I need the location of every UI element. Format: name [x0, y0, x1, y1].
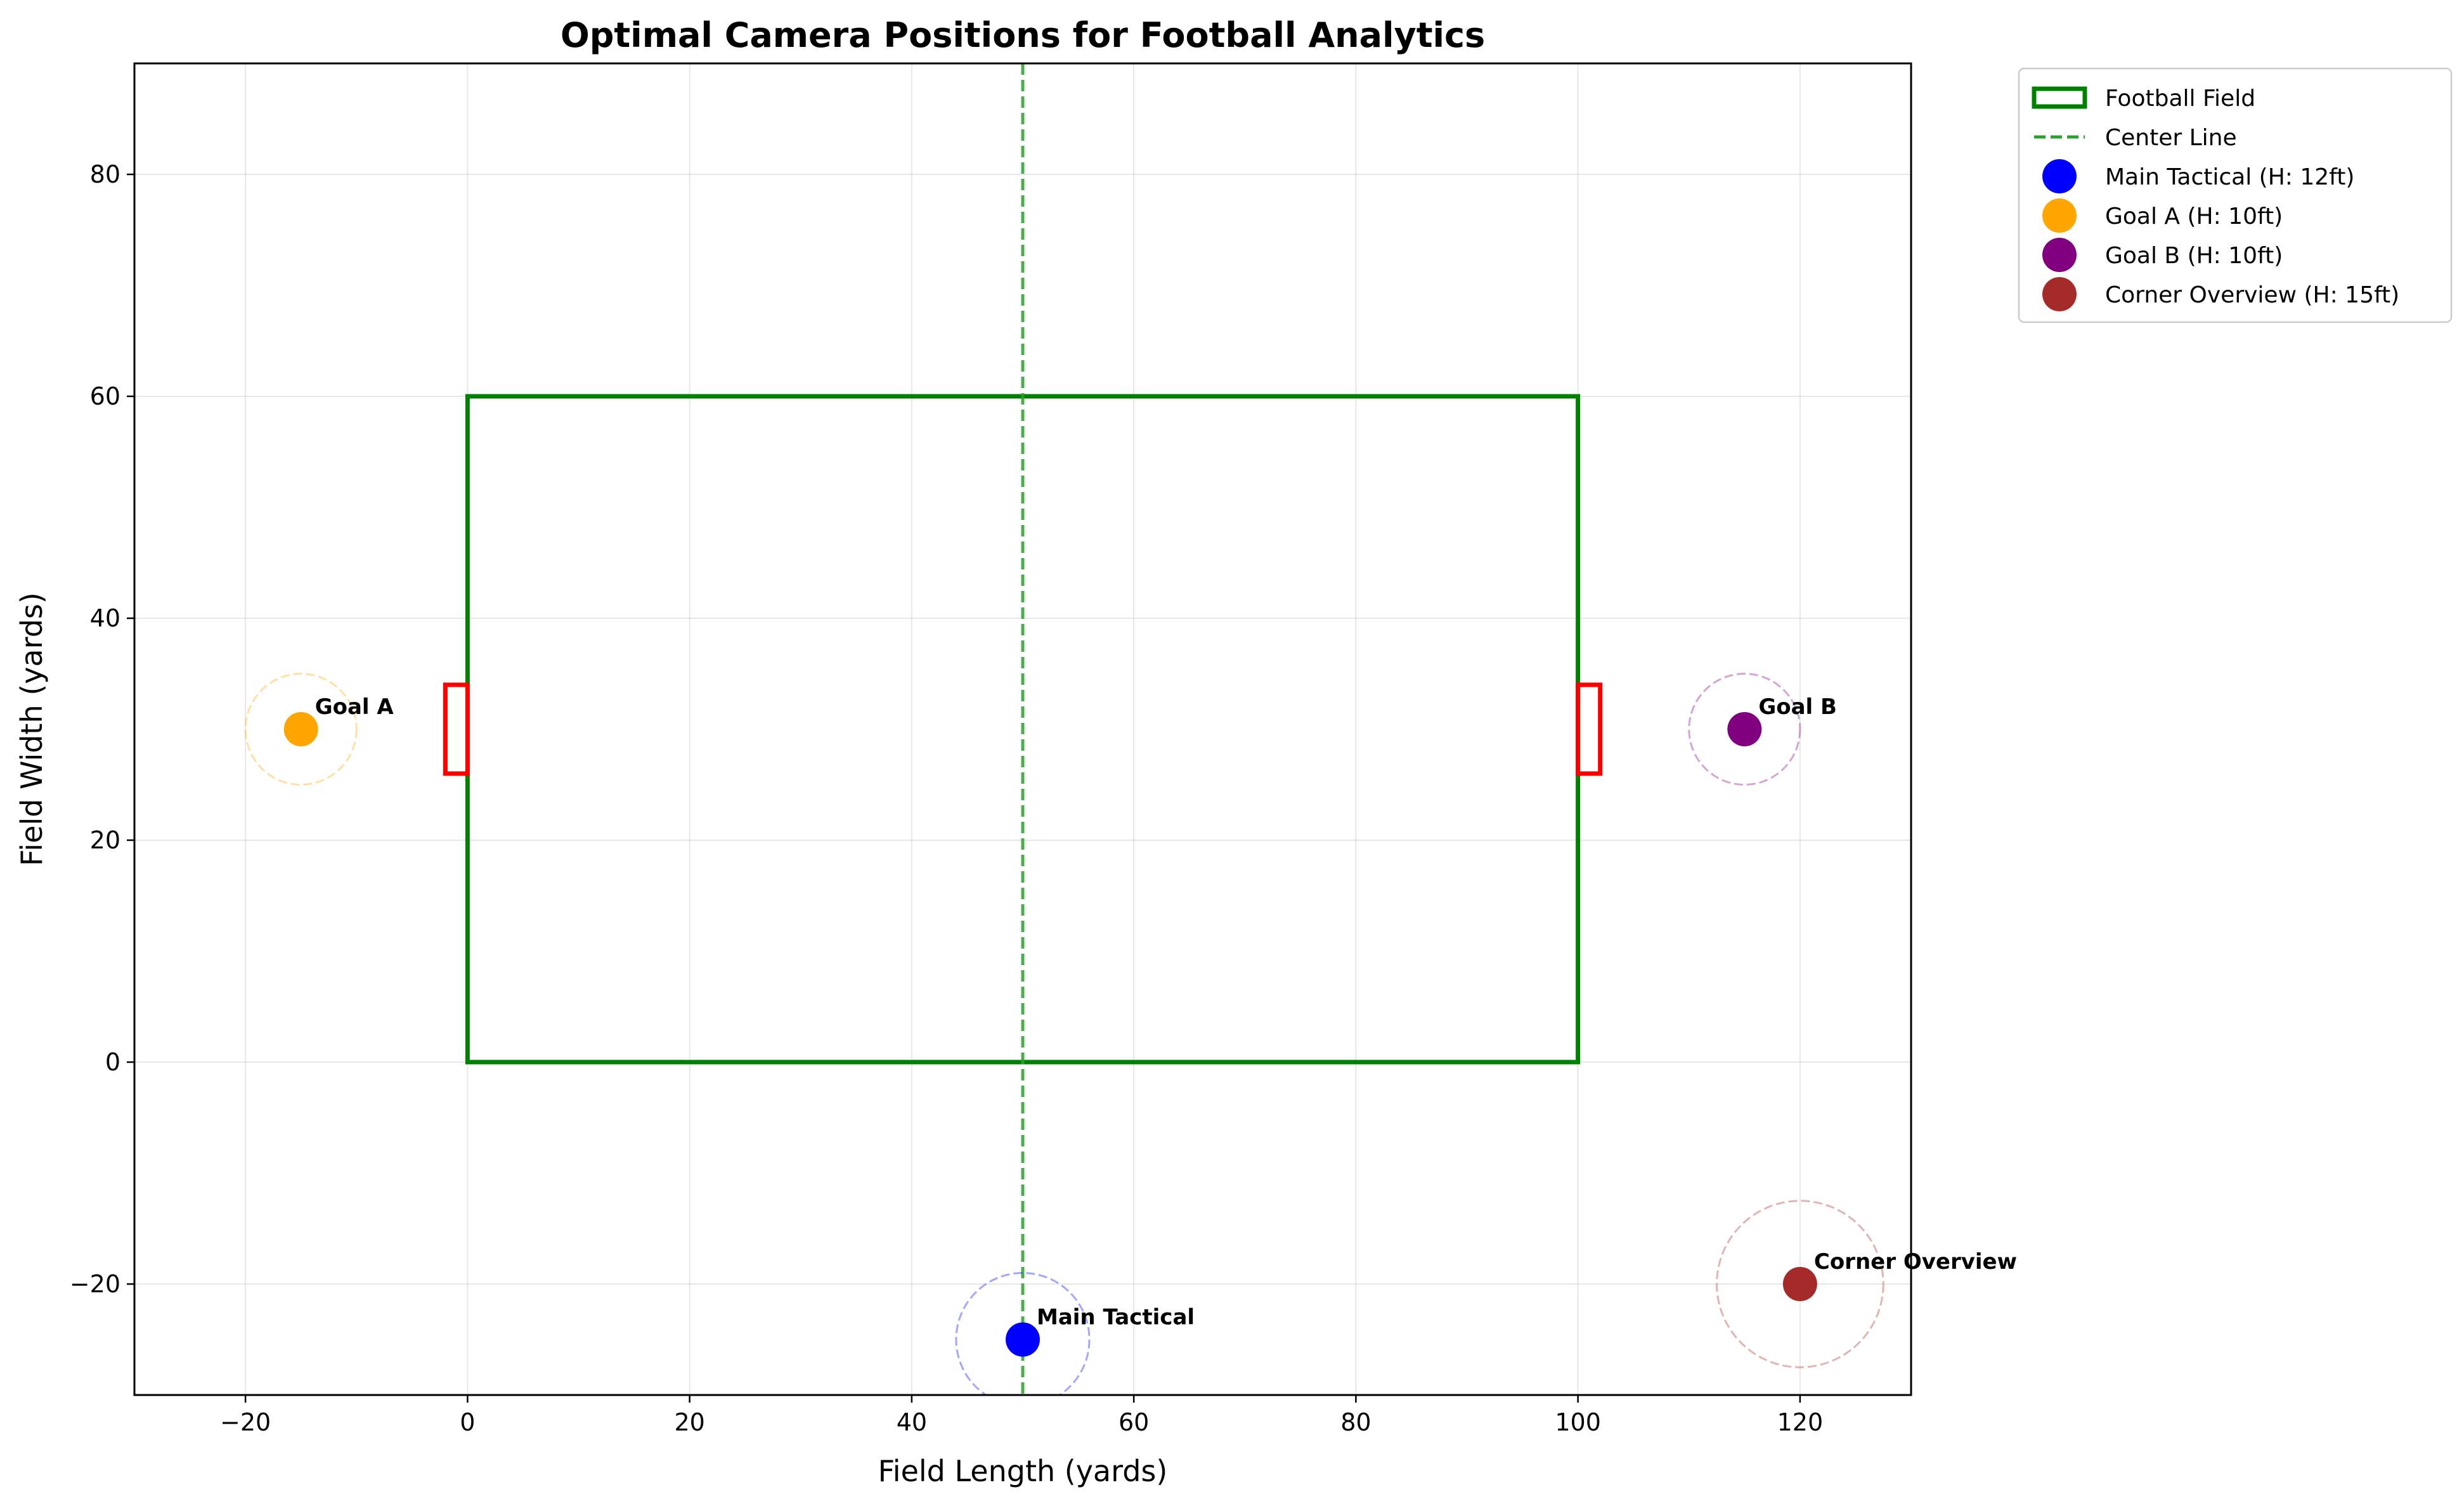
x-tick-label: 120 [1777, 1408, 1824, 1436]
legend-goal-b-marker [2042, 238, 2077, 272]
legend-goal-a-marker [2042, 198, 2077, 233]
x-tick-label: 80 [1340, 1408, 1371, 1436]
legend-center-line-label: Center Line [2105, 125, 2237, 151]
y-tick-label: 60 [90, 382, 120, 410]
y-tick-label: −20 [70, 1270, 120, 1298]
plot-area: Main Tactical Goal A Goal B Corner Overview… [70, 62, 2017, 1436]
x-tick-label: 20 [674, 1408, 704, 1436]
main-tactical-coverage-circle [955, 1272, 1091, 1395]
corner-overview-annotation: Corner Overview [1814, 1249, 2017, 1275]
main-tactical-annotation: Main Tactical [1037, 1305, 1195, 1330]
legend-field-swatch [2032, 86, 2087, 109]
main-tactical-camera-point [1006, 1322, 1040, 1357]
goal-a-box [443, 682, 470, 776]
plot-content [244, 63, 1884, 1395]
legend-field-label: Football Field [2105, 86, 2255, 112]
goal-b-box [1576, 682, 1603, 776]
y-tick-label: 0 [105, 1048, 120, 1076]
x-tick-label: 40 [897, 1408, 927, 1436]
y-tick-label: 80 [90, 160, 120, 188]
legend-main-tactical-label: Main Tactical (H: 12ft) [2105, 164, 2354, 190]
y-axis-label: Field Width (yards) [15, 592, 49, 866]
x-axis-label: Field Length (yards) [878, 1454, 1168, 1488]
x-tick-label: 100 [1555, 1408, 1601, 1436]
x-tick-label: 60 [1119, 1408, 1149, 1436]
goal-a-annotation: Goal A [315, 694, 394, 720]
y-tick-label: 40 [90, 604, 120, 632]
goal-b-coverage-circle [1688, 673, 1801, 786]
goal-b-annotation: Goal B [1758, 694, 1837, 720]
x-tick-label: 0 [460, 1408, 475, 1436]
legend-corner-overview-marker [2042, 277, 2077, 311]
goal-a-coverage-circle [244, 673, 358, 786]
legend-frame [2018, 67, 2453, 323]
legend-goal-b-label: Goal B (H: 10ft) [2105, 243, 2283, 269]
corner-overview-coverage-circle [1716, 1200, 1884, 1368]
chart-title: Optimal Camera Positions for Football An… [561, 15, 1485, 55]
axes-frame [133, 62, 1912, 1396]
legend-corner-overview-label: Corner Overview (H: 15ft) [2105, 282, 2399, 308]
legend: Football Field Center Line Main Tactical (… [2018, 67, 2453, 323]
legend-goal-a-label: Goal A (H: 10ft) [2105, 204, 2283, 230]
corner-overview-camera-point [1782, 1267, 1817, 1301]
legend-main-tactical-marker [2042, 159, 2077, 193]
goal-a-camera-point [283, 712, 318, 746]
x-tick-label: −20 [220, 1408, 271, 1436]
y-tick-label: 20 [90, 826, 120, 854]
goal-b-camera-point [1727, 712, 1762, 746]
